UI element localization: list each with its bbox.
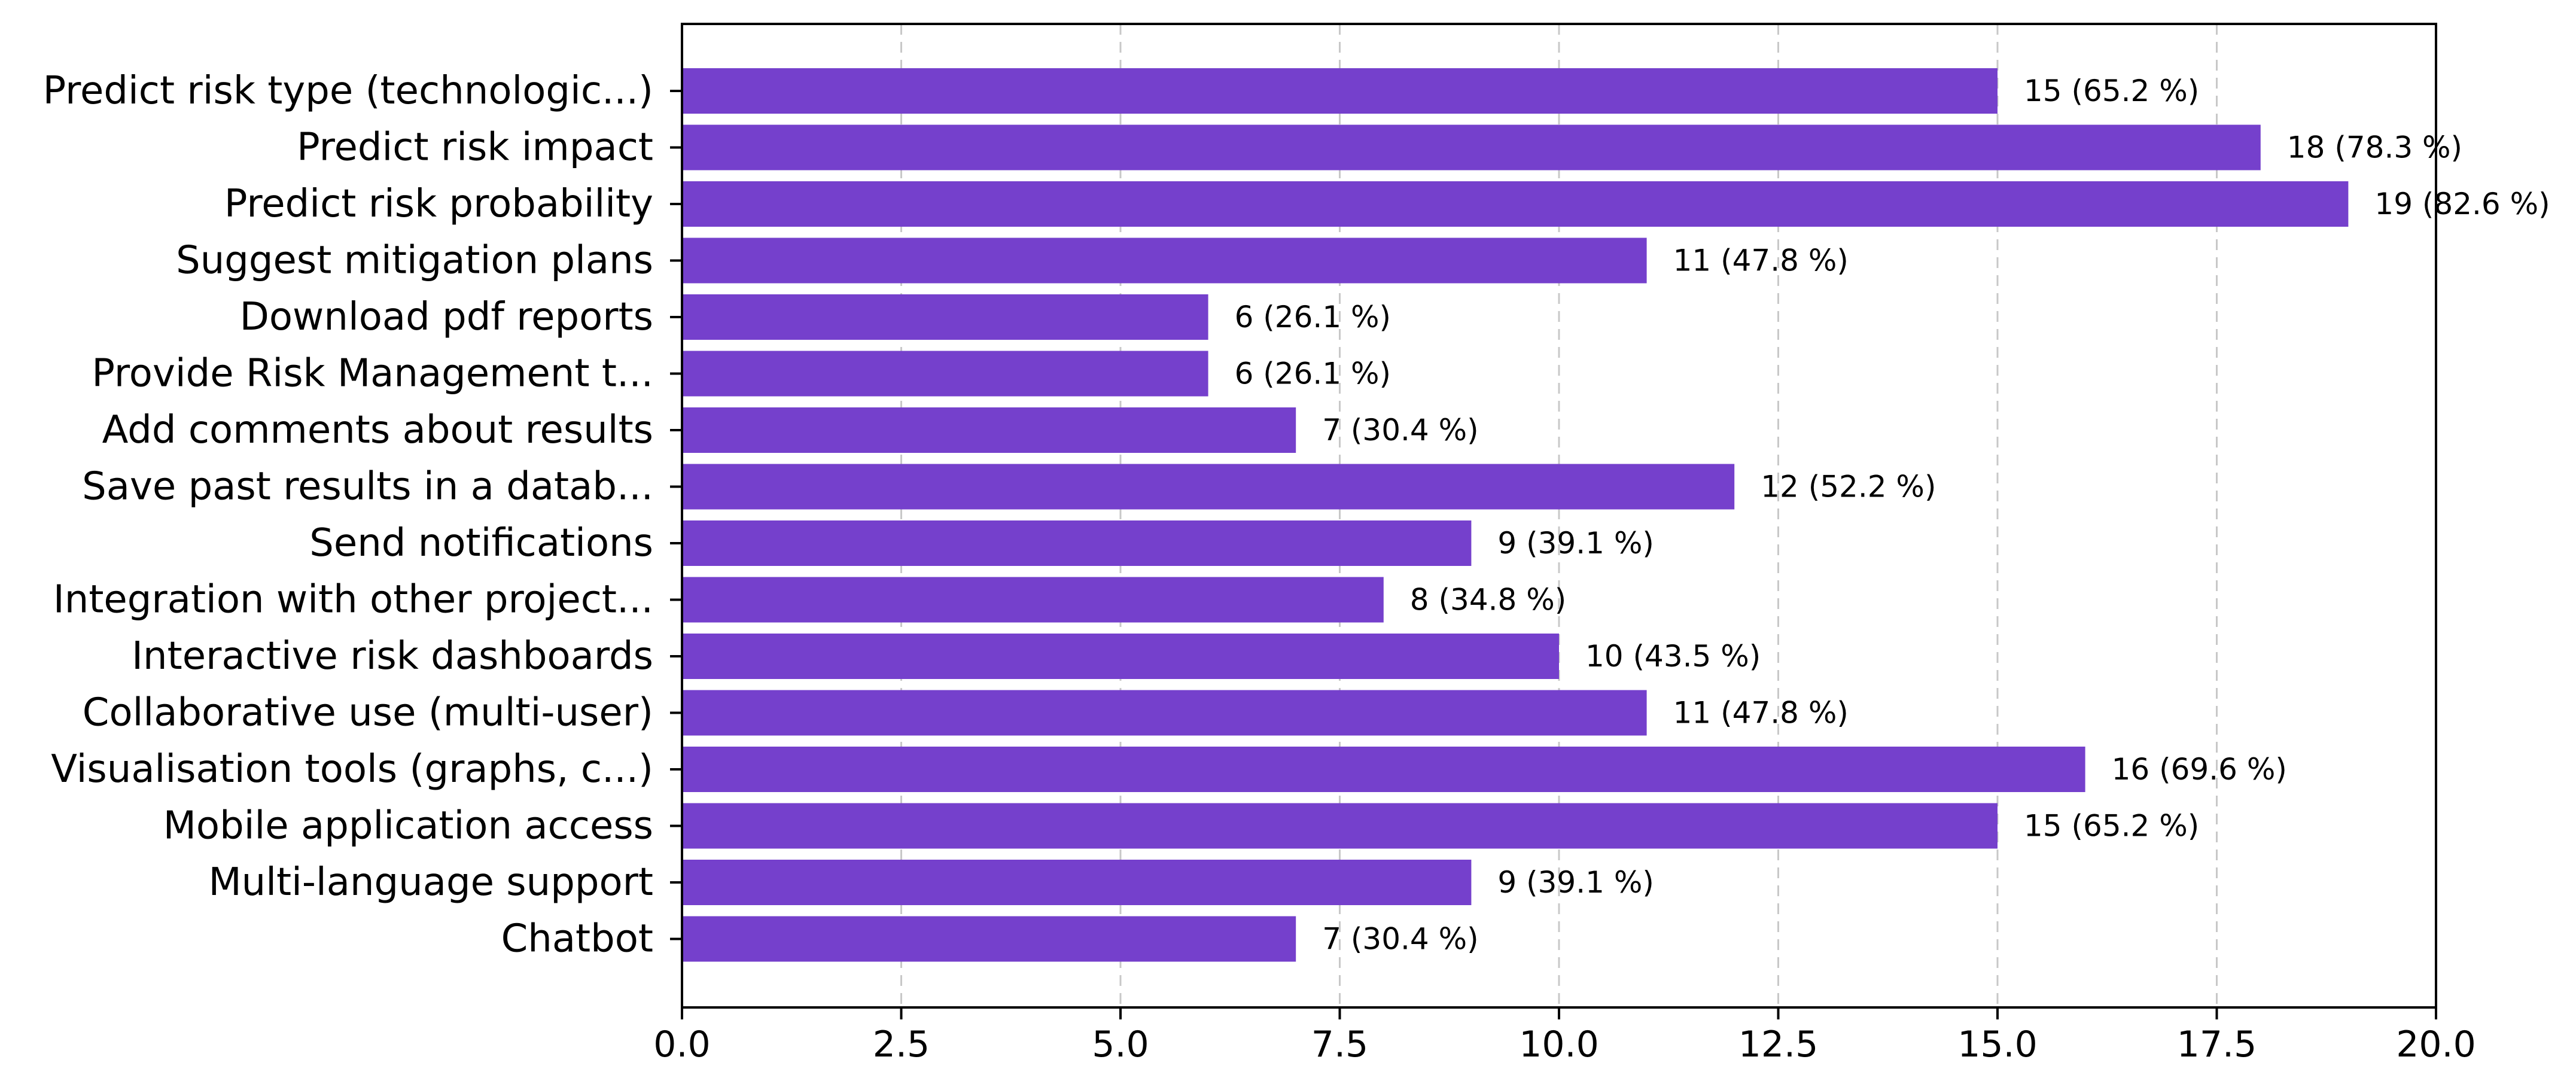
bar xyxy=(682,520,1472,566)
bar xyxy=(682,181,2349,227)
data-label: 12 (52.2 %) xyxy=(1761,470,1936,504)
label-layer: Predict risk type (technologic...) 15 (65… xyxy=(43,69,2550,961)
bar xyxy=(682,916,1296,962)
bar xyxy=(682,464,1735,510)
data-label: 9 (39.1 %) xyxy=(1497,526,1654,561)
data-label: 15 (65.2 %) xyxy=(2024,809,2199,844)
category-label: Predict risk impact xyxy=(297,126,653,170)
bar xyxy=(682,690,1647,736)
data-label: 9 (39.1 %) xyxy=(1497,865,1654,900)
x-tick-label: 20.0 xyxy=(2396,1024,2476,1065)
data-label: 19 (82.6 %) xyxy=(2374,187,2550,221)
x-tick-label: 0.0 xyxy=(653,1024,710,1065)
bar-layer xyxy=(682,68,2349,962)
x-tick-label: 5.0 xyxy=(1092,1024,1149,1065)
bar xyxy=(682,351,1208,397)
data-label: 6 (26.1 %) xyxy=(1235,357,1391,391)
x-tick-label: 12.5 xyxy=(1738,1024,1819,1065)
data-label: 11 (47.8 %) xyxy=(1673,696,1849,730)
x-tick-label: 7.5 xyxy=(1311,1024,1368,1065)
category-label: Mobile application access xyxy=(163,804,653,848)
category-label: Multi-language support xyxy=(208,860,653,905)
bar xyxy=(682,860,1472,905)
category-label: Collaborative use (multi-user) xyxy=(83,691,653,735)
data-label: 10 (43.5 %) xyxy=(1585,639,1761,674)
x-tick-label: 10.0 xyxy=(1519,1024,1599,1065)
data-label: 8 (34.8 %) xyxy=(1410,583,1566,617)
bar xyxy=(682,407,1296,453)
category-label: Predict risk type (technologic...) xyxy=(43,69,653,113)
category-label: Add comments about results xyxy=(102,408,653,452)
category-label: Visualisation tools (graphs, c...) xyxy=(51,747,653,791)
data-label: 11 (47.8 %) xyxy=(1673,243,1849,278)
category-label: Download pdf reports xyxy=(240,295,653,339)
plot-frame xyxy=(681,23,2437,1009)
bar xyxy=(682,294,1208,340)
category-label: Provide Risk Management t... xyxy=(92,352,653,396)
bar xyxy=(682,68,1998,114)
bar xyxy=(682,634,1559,679)
bar xyxy=(682,747,2085,792)
axis-layer: 0.0 2.5 5.0 7.5 10.0 12.5 15.0 17.5 20.0 xyxy=(653,23,2476,1065)
x-tick-label: 15.0 xyxy=(1957,1024,2038,1065)
data-label: 18 (78.3 %) xyxy=(2287,130,2462,165)
data-label: 7 (30.4 %) xyxy=(1322,413,1478,447)
bar xyxy=(682,124,2261,170)
category-label: Chatbot xyxy=(501,917,653,961)
category-label: Suggest mitigation plans xyxy=(176,239,653,283)
category-label: Interactive risk dashboards xyxy=(132,634,653,678)
bar xyxy=(682,577,1384,623)
data-label: 16 (69.6 %) xyxy=(2112,752,2287,787)
data-label: 7 (30.4 %) xyxy=(1322,922,1478,957)
category-label: Send notifications xyxy=(309,521,653,565)
data-label: 15 (65.2 %) xyxy=(2024,74,2199,108)
bar xyxy=(682,803,1998,849)
category-label: Save past results in a datab... xyxy=(82,465,653,509)
category-label: Integration with other project... xyxy=(53,578,653,622)
x-tick-label: 2.5 xyxy=(873,1024,930,1065)
x-tick-label: 17.5 xyxy=(2177,1024,2257,1065)
category-label: Predict risk probability xyxy=(224,182,653,226)
bar xyxy=(682,238,1647,284)
data-label: 6 (26.1 %) xyxy=(1235,300,1391,334)
